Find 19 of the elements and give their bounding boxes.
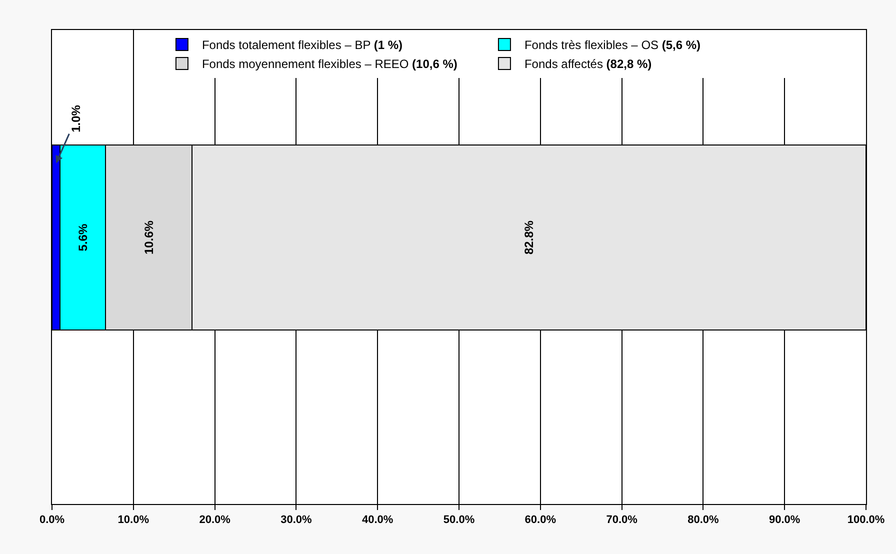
x-tick-label: 40.0% xyxy=(362,514,394,526)
x-tick-label: 0.0% xyxy=(39,514,65,526)
legend-label: Fonds affectés (82,8 %) xyxy=(524,57,652,72)
legend-label: Fonds totalement flexibles – BP (1 %) xyxy=(202,38,402,52)
x-tick-label: 90.0% xyxy=(769,514,800,526)
x-tick-label: 30.0% xyxy=(280,514,312,526)
x-tick-label: 80.0% xyxy=(688,514,720,526)
x-tick-label: 100.0% xyxy=(847,514,885,526)
data-label: 10.6% xyxy=(142,220,156,255)
x-tick-label: 10.0% xyxy=(118,514,150,526)
x-tick-label: 20.0% xyxy=(199,514,231,526)
data-label: 1.0% xyxy=(68,104,83,132)
legend-label: Fonds moyennement flexibles – REEO (10,6 %) xyxy=(202,57,458,72)
x-tick-label: 50.0% xyxy=(443,514,475,526)
legend-label: Fonds très flexibles – OS (5,6 %) xyxy=(524,38,701,52)
x-tick-label: 60.0% xyxy=(524,514,556,526)
x-tick-label: 70.0% xyxy=(606,514,638,526)
data-label: 82.8% xyxy=(522,220,536,255)
data-label: 5.6% xyxy=(76,224,90,252)
